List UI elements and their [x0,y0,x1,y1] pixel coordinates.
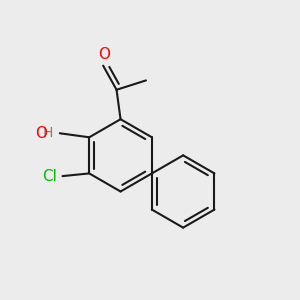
Text: H: H [43,126,53,140]
Text: O: O [36,126,53,141]
Text: O: O [98,47,110,62]
Text: Cl: Cl [42,169,57,184]
